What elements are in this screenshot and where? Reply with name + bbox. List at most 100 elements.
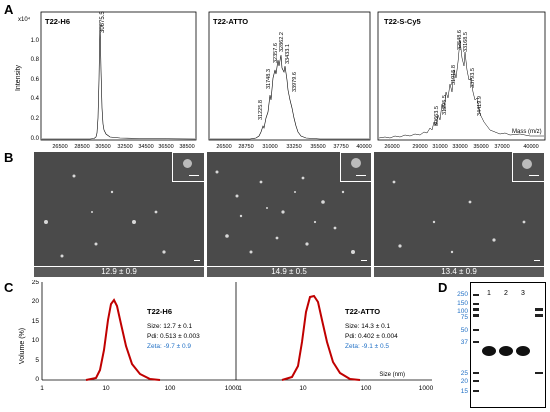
- ms-x-tick-3: 40000: [523, 144, 538, 150]
- dls-title-2: T22-ATTO: [345, 307, 380, 316]
- sem-particles-1: [44, 174, 166, 258]
- ms-peak-label-2: 33979.6: [292, 72, 298, 92]
- gel-image: 1 2 3: [470, 282, 546, 408]
- ms-peak-label-3: 33793.5: [470, 68, 476, 88]
- ms-y-tick: 1.0: [31, 38, 40, 44]
- dls-y-axis-label: Volume (%): [19, 328, 26, 364]
- dls-x-tick: 100: [165, 385, 176, 392]
- gel-marker-labels: 250 150 100 75 50 37 25 20 15: [457, 291, 469, 395]
- dls-pdi-2: Pdi: 0.402 ± 0.004: [345, 333, 398, 340]
- dls-x-tick: 1: [238, 385, 242, 392]
- gel-marker-label: 100: [457, 308, 468, 315]
- dls-title-1: T22-H6: [147, 307, 172, 316]
- ms-x-tick-2: 26500: [216, 144, 231, 150]
- ms-peak-label-3: 30663.5: [434, 106, 440, 126]
- ms-title-3: T22-S-Cy5: [384, 17, 421, 26]
- panel-c-label: C: [4, 280, 14, 295]
- ms-y-tick: 0.4: [31, 96, 40, 102]
- dls-zeta-2: Zeta: -9.1 ± 0.5: [345, 343, 389, 350]
- sem-caption-3: 13.4 ± 0.9: [374, 267, 544, 277]
- ms-frame-1: [40, 11, 197, 141]
- ms-peak-label-3: 34419.9: [477, 96, 483, 116]
- ms-trace-2: [210, 54, 369, 140]
- ms-x-tick-3: 29000: [412, 144, 427, 150]
- ms-x-tick-1: 26500: [52, 144, 67, 150]
- dls-y-tick: 25: [32, 280, 40, 286]
- ms-trace-3: [378, 39, 544, 139]
- dls-curve-atto: [281, 294, 361, 381]
- ms-frame-2: [208, 11, 371, 141]
- ms-x-tick-3: 33000: [452, 144, 467, 150]
- dls-size-2: Size: 14.3 ± 0.1: [345, 323, 391, 330]
- ms-peak-label-3: 31915.8: [451, 65, 457, 85]
- ms-peak-label-3: 33168.5: [463, 32, 469, 52]
- ms-peak-label-2: 32862.2: [279, 32, 285, 52]
- ms-x-tick-1: 32500: [117, 144, 132, 150]
- gel-marker-label: 50: [461, 327, 469, 334]
- dls-y-tick: 0: [35, 376, 39, 383]
- gel-marker-label: 250: [457, 291, 468, 298]
- dls-size-1: Size: 12.7 ± 0.1: [147, 323, 193, 330]
- ms-x-tick-2: 40000: [356, 144, 371, 150]
- ms-peak-label-1: 30675.5: [100, 11, 106, 33]
- dls-x-axis-label: Size (nm): [379, 372, 405, 378]
- dls-x-tick: 1000: [419, 385, 434, 392]
- sem-scale-bar: [194, 260, 200, 261]
- ms-x-tick-2: 31000: [262, 144, 277, 150]
- ms-y-axis-label: Intensity: [15, 64, 22, 91]
- ms-x-tick-1: 34500: [138, 144, 153, 150]
- ms-y-tick: 0.0: [31, 136, 40, 142]
- ms-x-tick-3: 37000: [494, 144, 509, 150]
- gel-marker-label: 150: [457, 300, 468, 307]
- ms-x-tick-2: 28750: [238, 144, 253, 150]
- ms-x-tick-1: 30500: [95, 144, 110, 150]
- ms-y-tick: 0.8: [31, 57, 40, 63]
- sem-image-1: [34, 152, 204, 266]
- ms-trace-1: [42, 21, 196, 140]
- ms-y-exponent: x10⁴: [18, 16, 31, 23]
- sem-inset-2: [340, 152, 371, 182]
- ms-y-tick: 0.2: [31, 116, 40, 122]
- dls-x-tick: 10: [299, 385, 307, 392]
- ms-y-tick: 0.6: [31, 77, 40, 83]
- ms-title-1: T22-H6: [45, 17, 70, 26]
- gel-lane-label: 2: [504, 290, 508, 297]
- gel-marker-label: 20: [461, 378, 469, 385]
- panel-b-label: B: [4, 150, 14, 165]
- ms-x-tick-2: 35500: [310, 144, 325, 150]
- ms-peak-label-2: 31748.3: [266, 69, 272, 89]
- ms-title-2: T22-ATTO: [213, 17, 248, 26]
- ms-x-tick-3: 31000: [432, 144, 447, 150]
- panel-d-label: D: [438, 280, 448, 295]
- sem-image-3: [374, 152, 544, 266]
- ms-x-tick-2: 37750: [333, 144, 348, 150]
- panel-a-label: A: [4, 2, 14, 17]
- gel-marker-label: 25: [461, 370, 469, 377]
- sem-caption-1: 12.9 ± 0.9: [34, 267, 204, 277]
- dls-panel: Volume (%) 25 20 15 10 5 0 1 10 100 1000…: [19, 280, 434, 392]
- sem-image-2: [207, 152, 371, 266]
- mass-spectra-panel: Intensity x10⁴ 1.0 0.8 0.6 0.4 0.2 0.0 T…: [15, 11, 546, 150]
- dls-zeta-1: Zeta: -9.7 ± 0.9: [147, 343, 191, 350]
- sem-scale-bar: [361, 260, 367, 261]
- gel-bands: 1 2 3: [473, 290, 543, 392]
- dls-x-tick: 100: [361, 385, 372, 392]
- ms-x-tick-1: 38500: [179, 144, 194, 150]
- ms-frame-3: [377, 11, 546, 141]
- ms-x-tick-1: 28500: [74, 144, 89, 150]
- ms-x-axis-label: Mass (m/z): [512, 129, 542, 135]
- ms-peak-label-2: 31225.8: [258, 100, 264, 120]
- gel-marker-label: 15: [461, 388, 469, 395]
- dls-x-tick: 1000: [225, 385, 240, 392]
- ms-peak-label-2: 33433.1: [285, 44, 291, 64]
- ms-x-tick-1: 36500: [158, 144, 173, 150]
- sem-inset-3: [512, 152, 544, 182]
- ms-peak-label-3: 31295.5: [442, 95, 448, 115]
- dls-y-tick: 20: [32, 298, 40, 305]
- dls-x-tick: 1: [40, 385, 44, 392]
- dls-y-tick: 5: [35, 357, 39, 364]
- sem-caption-2: 14.9 ± 0.5: [207, 267, 371, 277]
- sem-scale-bar: [534, 260, 540, 261]
- ms-peak-label-3: 32548.6: [457, 30, 463, 50]
- ms-x-tick-3: 35000: [473, 144, 488, 150]
